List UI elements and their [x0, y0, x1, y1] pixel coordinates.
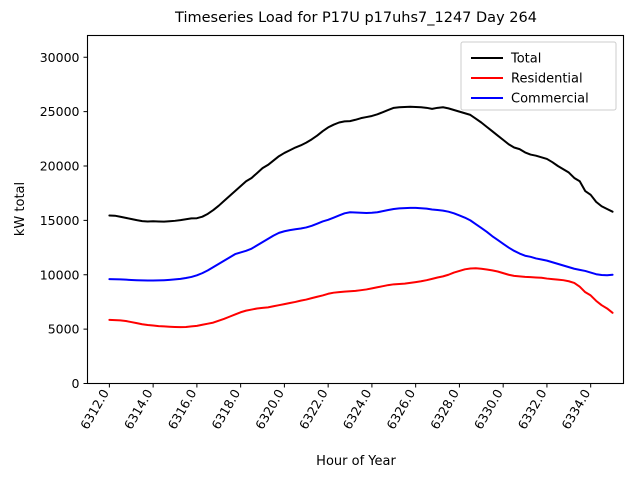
legend-label-residential: Residential: [511, 72, 583, 87]
x-tick-label: 6322.0: [296, 386, 331, 431]
x-axis-label: Hour of Year: [316, 454, 396, 469]
y-tick-label: 30000: [40, 50, 80, 65]
y-axis-ticks: 0 5000 10000 15000 20000 25000 30000: [40, 50, 88, 391]
legend-label-total: Total: [510, 52, 541, 67]
x-axis-ticks: 6312.0 6314.0 6316.0 6318.0 6320.0 6322.0 6324…: [77, 383, 593, 432]
x-tick-label: 6316.0: [165, 386, 200, 431]
x-tick-label: 6312.0: [77, 386, 112, 431]
chart-legend: Total Residential Commercial: [460, 41, 617, 111]
x-tick-label: 6324.0: [340, 386, 375, 431]
x-tick-label: 6320.0: [252, 386, 287, 431]
y-tick-label: 20000: [40, 159, 80, 174]
y-tick-label: 10000: [40, 267, 80, 282]
legend-label-commercial: Commercial: [511, 92, 589, 107]
x-tick-label: 6334.0: [558, 386, 593, 431]
x-tick-label: 6318.0: [208, 386, 243, 431]
x-tick-label: 6330.0: [471, 386, 506, 431]
x-tick-label: 6314.0: [121, 386, 156, 431]
y-tick-label: 15000: [40, 213, 80, 228]
series-line-total: [108, 105, 614, 223]
data-series-group: [108, 105, 614, 329]
y-tick-label: 0: [72, 376, 80, 391]
y-axis-label: kW total: [13, 182, 28, 236]
plot-axes-frame: [86, 34, 625, 385]
x-tick-label: 6326.0: [383, 386, 418, 431]
y-tick-label: 5000: [48, 322, 80, 337]
chart-title: Timeseries Load for P17U p17uhs7_1247 Da…: [174, 10, 537, 26]
series-line-commercial: [108, 206, 614, 282]
x-tick-label: 6332.0: [515, 386, 550, 431]
series-line-residential: [108, 267, 614, 329]
y-tick-label: 25000: [40, 104, 80, 119]
x-tick-label: 6328.0: [427, 386, 462, 431]
